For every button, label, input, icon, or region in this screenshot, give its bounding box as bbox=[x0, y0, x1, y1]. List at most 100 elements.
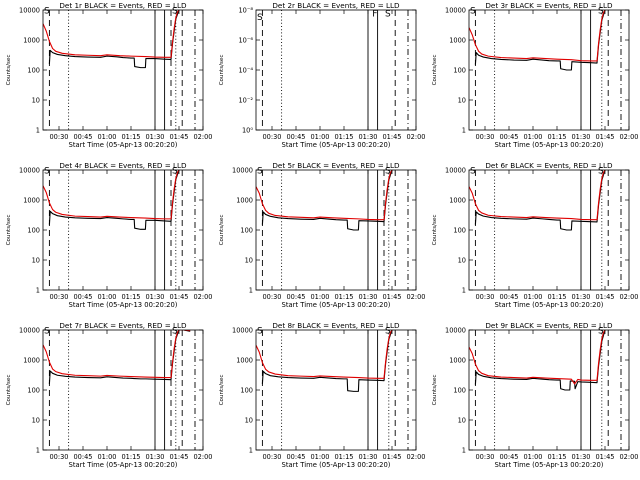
x-tick-label: 01:00 bbox=[310, 293, 329, 301]
annotation-flag: S bbox=[385, 327, 391, 337]
plot-area bbox=[469, 170, 622, 290]
x-tick-label: 00:30 bbox=[262, 133, 281, 141]
y-tick-label: 1000 bbox=[449, 196, 466, 204]
y-tick-label: 10000 bbox=[19, 166, 40, 174]
x-tick-label: 01:30 bbox=[145, 453, 164, 461]
y-tick-label: 1000 bbox=[23, 356, 40, 364]
y-tick-label: 10 bbox=[458, 256, 466, 264]
annotation-flag: S bbox=[385, 167, 391, 177]
x-tick-label: 01:00 bbox=[97, 293, 116, 301]
x-tick-label: 02:00 bbox=[619, 453, 638, 461]
x-tick-label: 00:30 bbox=[262, 453, 281, 461]
x-axis-label: Start Time (05-Apr-13 00:20:20) bbox=[69, 141, 178, 149]
x-tick-label: 01:45 bbox=[169, 453, 188, 461]
y-tick-label: 1 bbox=[36, 446, 40, 454]
chart-title: Det 4r BLACK = Events, RED = LLD bbox=[59, 161, 187, 170]
y-tick-label: 10000 bbox=[232, 166, 253, 174]
x-tick-label: 01:00 bbox=[310, 453, 329, 461]
x-tick-label: 00:30 bbox=[49, 453, 68, 461]
chart-title: Det 5r BLACK = Events, RED = LLD bbox=[272, 161, 400, 170]
annotation-flag: S bbox=[598, 7, 604, 17]
annotation-flag: S bbox=[44, 7, 50, 17]
x-tick-label: 01:15 bbox=[334, 453, 353, 461]
annotation-flag: S bbox=[172, 327, 178, 337]
x-tick-label: 01:45 bbox=[595, 453, 614, 461]
x-tick-label: 01:00 bbox=[310, 133, 329, 141]
y-tick-label: 1 bbox=[249, 446, 253, 454]
y-tick-label: 100 bbox=[240, 386, 253, 394]
x-tick-label: 00:30 bbox=[49, 133, 68, 141]
chart-title: Det 6r BLACK = Events, RED = LLD bbox=[485, 161, 613, 170]
x-axis-label: Start Time (05-Apr-13 00:20:20) bbox=[69, 461, 178, 469]
series-line-lld bbox=[256, 170, 393, 221]
annotation-flag: S bbox=[257, 167, 263, 177]
y-tick-label: 100 bbox=[453, 226, 466, 234]
annotation-flag: S bbox=[44, 327, 50, 337]
x-tick-label: 01:15 bbox=[547, 133, 566, 141]
x-tick-label: 01:30 bbox=[571, 293, 590, 301]
y-axis-label: Counts/sec bbox=[432, 55, 438, 86]
y-axis-label: Counts/sec bbox=[6, 55, 12, 86]
axes-frame bbox=[42, 9, 204, 131]
y-axis-label: Counts/sec bbox=[219, 55, 225, 86]
plot-area bbox=[43, 170, 196, 290]
y-tick-label: 1 bbox=[36, 126, 40, 134]
annotation-flag: S bbox=[598, 167, 604, 177]
chart-title: Det 3r BLACK = Events, RED = LLD bbox=[485, 1, 613, 10]
x-tick-label: 01:15 bbox=[547, 293, 566, 301]
y-tick-label: 100 bbox=[27, 66, 40, 74]
y-tick-label: 10⁰ bbox=[242, 126, 253, 134]
axes-frame bbox=[255, 9, 417, 131]
series-line-lld bbox=[43, 10, 180, 58]
y-axis-label: Counts/sec bbox=[219, 215, 225, 246]
chart-title: Det 7r BLACK = Events, RED = LLD bbox=[59, 321, 187, 330]
series-line-events bbox=[474, 330, 606, 391]
y-tick-label: 100 bbox=[453, 66, 466, 74]
y-tick-label: 1 bbox=[462, 286, 466, 294]
annotation-flag: S bbox=[257, 13, 263, 23]
x-tick-label: 02:00 bbox=[406, 293, 425, 301]
series-line-lld bbox=[256, 330, 393, 379]
y-tick-label: 10000 bbox=[445, 326, 466, 334]
annotation-flag: S bbox=[172, 167, 178, 177]
axes-frame bbox=[468, 329, 630, 451]
plot-area bbox=[256, 330, 409, 450]
annotation-flag: S bbox=[385, 9, 391, 19]
x-tick-label: 02:00 bbox=[193, 293, 212, 301]
plot-area bbox=[256, 170, 409, 290]
y-tick-label: 1 bbox=[462, 446, 466, 454]
y-tick-label: 10⁻⁸ bbox=[238, 6, 253, 14]
axes-frame bbox=[42, 169, 204, 291]
y-tick-label: 1000 bbox=[236, 196, 253, 204]
x-axis-label: Start Time (05-Apr-13 00:20:20) bbox=[282, 141, 391, 149]
x-tick-label: 02:00 bbox=[406, 133, 425, 141]
y-tick-label: 10 bbox=[32, 416, 40, 424]
y-tick-label: 1000 bbox=[449, 36, 466, 44]
x-tick-label: 01:30 bbox=[145, 293, 164, 301]
x-tick-label: 00:45 bbox=[73, 293, 92, 301]
x-tick-label: 01:15 bbox=[121, 453, 140, 461]
y-tick-label: 10000 bbox=[19, 326, 40, 334]
series-line-lld bbox=[469, 330, 606, 385]
y-tick-label: 100 bbox=[27, 386, 40, 394]
axes-frame bbox=[42, 329, 204, 451]
chart-title: Det 9r BLACK = Events, RED = LLD bbox=[485, 321, 613, 330]
annotation-flag: S bbox=[598, 327, 604, 337]
x-tick-label: 01:45 bbox=[595, 293, 614, 301]
y-tick-label: 10 bbox=[458, 416, 466, 424]
y-tick-label: 1 bbox=[249, 286, 253, 294]
series-line-lld bbox=[469, 170, 606, 221]
x-tick-label: 02:00 bbox=[619, 293, 638, 301]
x-tick-label: 01:45 bbox=[595, 133, 614, 141]
plot-area bbox=[469, 10, 622, 130]
x-tick-label: 00:45 bbox=[73, 133, 92, 141]
x-tick-label: 00:45 bbox=[286, 133, 305, 141]
x-axis-label: Start Time (05-Apr-13 00:20:20) bbox=[282, 461, 391, 469]
x-tick-label: 01:15 bbox=[334, 133, 353, 141]
x-tick-label: 01:15 bbox=[547, 453, 566, 461]
